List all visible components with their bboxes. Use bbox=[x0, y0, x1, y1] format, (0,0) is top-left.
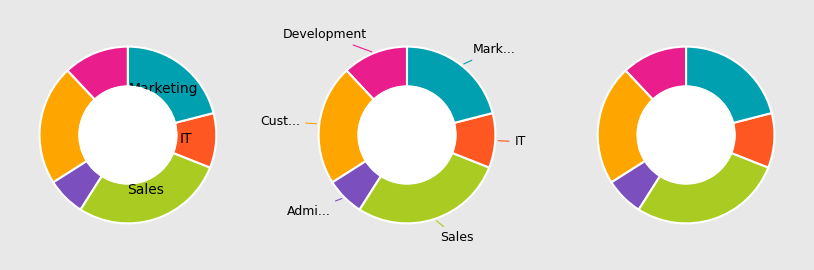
Wedge shape bbox=[626, 47, 686, 100]
Text: Cust...: Cust... bbox=[260, 115, 317, 128]
Wedge shape bbox=[332, 161, 381, 210]
Wedge shape bbox=[686, 47, 772, 123]
Wedge shape bbox=[318, 70, 374, 182]
Text: Sales: Sales bbox=[436, 221, 474, 244]
Text: Sales: Sales bbox=[128, 183, 164, 197]
Circle shape bbox=[358, 86, 456, 184]
Text: IT: IT bbox=[498, 135, 526, 148]
Wedge shape bbox=[128, 47, 213, 123]
Circle shape bbox=[637, 86, 735, 184]
Text: Admi...: Admi... bbox=[287, 198, 342, 218]
Wedge shape bbox=[453, 113, 496, 168]
Text: IT: IT bbox=[180, 132, 192, 146]
Wedge shape bbox=[347, 47, 407, 100]
Wedge shape bbox=[173, 113, 217, 168]
Wedge shape bbox=[407, 47, 492, 123]
Text: Mark...: Mark... bbox=[464, 43, 516, 64]
Wedge shape bbox=[40, 70, 94, 182]
Circle shape bbox=[79, 86, 177, 184]
Text: Marketing: Marketing bbox=[129, 82, 199, 96]
Wedge shape bbox=[639, 153, 768, 223]
Wedge shape bbox=[81, 153, 210, 223]
Wedge shape bbox=[597, 70, 653, 182]
Wedge shape bbox=[53, 161, 102, 210]
Wedge shape bbox=[611, 161, 660, 210]
Wedge shape bbox=[360, 153, 489, 223]
Wedge shape bbox=[68, 47, 128, 100]
Wedge shape bbox=[731, 113, 774, 168]
Text: Development: Development bbox=[283, 28, 372, 52]
